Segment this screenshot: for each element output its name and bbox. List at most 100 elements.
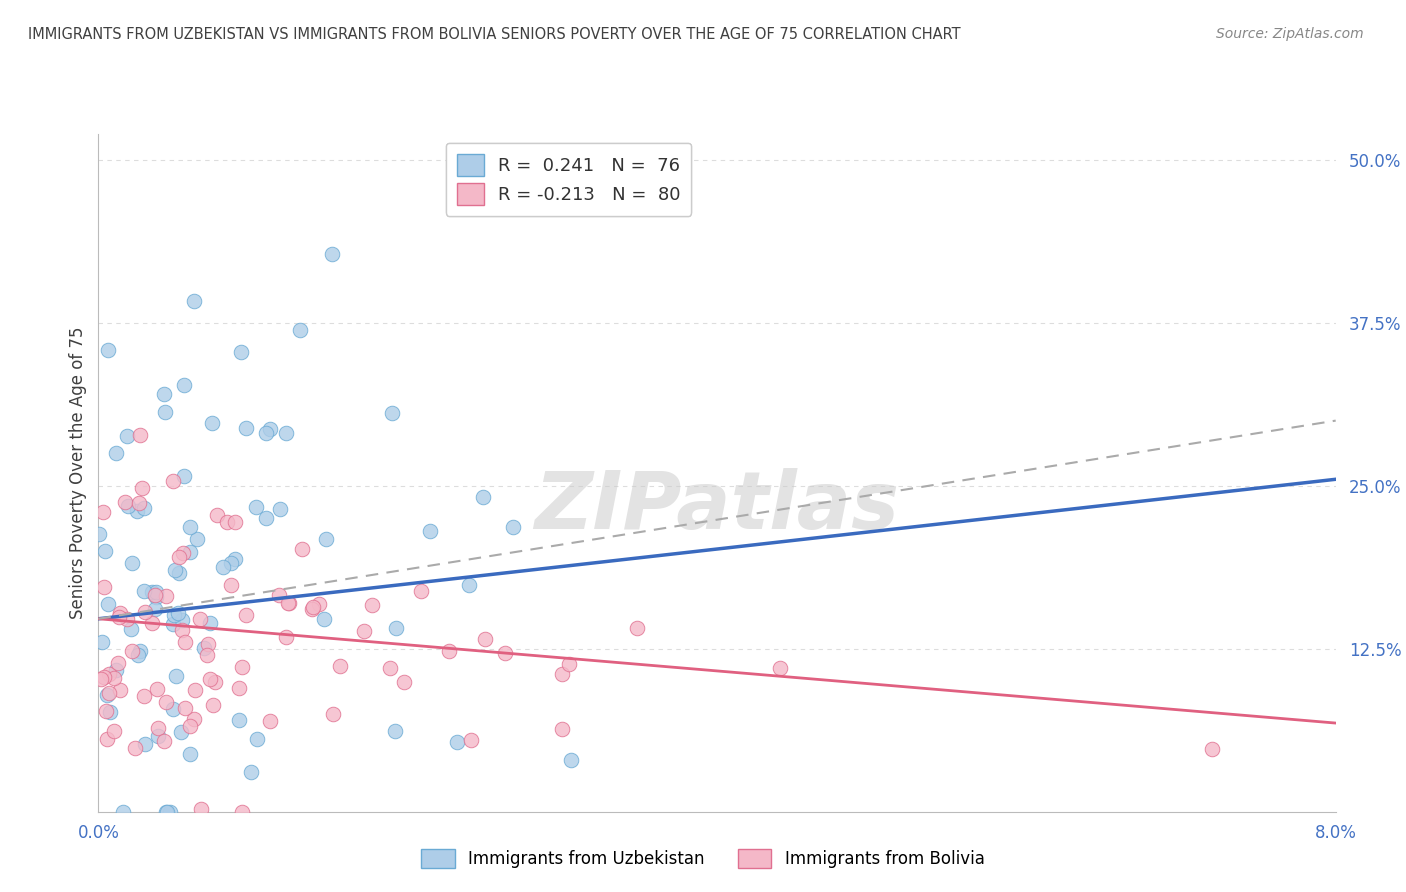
Point	[100, 705, 122, 719]
Point	[204, 674, 226, 689]
Point	[301, 599, 323, 614]
Point	[96, 688, 118, 702]
Point	[170, 613, 193, 627]
Point	[419, 524, 441, 539]
Point	[288, 323, 311, 337]
Point	[626, 621, 648, 635]
Point	[172, 546, 194, 560]
Point	[93, 580, 115, 594]
Point	[156, 805, 179, 819]
Point	[278, 596, 301, 610]
Point	[197, 637, 219, 651]
Point	[322, 706, 344, 721]
Point	[215, 515, 238, 529]
Point	[134, 689, 156, 703]
Point	[259, 421, 281, 435]
Point	[560, 753, 582, 767]
Point	[170, 725, 193, 739]
Point	[115, 612, 138, 626]
Point	[502, 520, 524, 534]
Point	[212, 559, 235, 574]
Point	[384, 724, 406, 739]
Point	[93, 670, 115, 684]
Point	[228, 713, 250, 727]
Point	[207, 508, 229, 523]
Point	[129, 644, 152, 658]
Point	[165, 563, 187, 577]
Point	[145, 585, 167, 599]
Point	[107, 656, 129, 670]
Point	[392, 675, 415, 690]
Point	[134, 606, 156, 620]
Point	[167, 566, 190, 580]
Point	[121, 644, 143, 658]
Point	[94, 544, 117, 558]
Point	[121, 556, 143, 570]
Point	[105, 664, 128, 678]
Point	[329, 658, 352, 673]
Point	[98, 686, 121, 700]
Point	[551, 722, 574, 736]
Point	[245, 500, 267, 514]
Point	[472, 490, 495, 504]
Point	[179, 520, 201, 534]
Point	[146, 729, 169, 743]
Point	[145, 591, 167, 605]
Point	[201, 698, 224, 712]
Point	[446, 735, 468, 749]
Point	[173, 378, 195, 392]
Point	[224, 552, 246, 566]
Point	[409, 584, 432, 599]
Point	[94, 704, 117, 718]
Point	[269, 588, 291, 602]
Point	[162, 617, 184, 632]
Point	[460, 733, 482, 747]
Point	[219, 556, 242, 570]
Point	[128, 496, 150, 510]
Point	[219, 578, 242, 592]
Point	[474, 632, 496, 646]
Point	[190, 802, 212, 816]
Point	[166, 606, 188, 620]
Point	[120, 622, 142, 636]
Point	[134, 737, 156, 751]
Point	[231, 660, 253, 674]
Point	[378, 661, 401, 675]
Point	[198, 672, 221, 686]
Point	[108, 610, 131, 624]
Point	[91, 505, 114, 519]
Point	[179, 747, 201, 761]
Text: Source: ZipAtlas.com: Source: ZipAtlas.com	[1216, 27, 1364, 41]
Point	[184, 683, 207, 698]
Point	[143, 602, 166, 616]
Point	[385, 621, 408, 635]
Point	[90, 672, 112, 686]
Point	[115, 429, 138, 443]
Point	[155, 695, 177, 709]
Point	[308, 597, 330, 611]
Point	[110, 682, 132, 697]
Point	[274, 426, 297, 441]
Point	[108, 607, 131, 621]
Point	[437, 644, 460, 658]
Point	[96, 732, 118, 747]
Point	[301, 602, 323, 616]
Point	[240, 764, 263, 779]
Point	[117, 499, 139, 513]
Point	[132, 584, 155, 599]
Point	[134, 501, 156, 516]
Point	[155, 805, 177, 819]
Point	[174, 635, 197, 649]
Point	[195, 648, 218, 662]
Point	[103, 724, 125, 739]
Point	[173, 700, 195, 714]
Point	[145, 681, 167, 696]
Point	[228, 681, 250, 695]
Point	[114, 495, 136, 509]
Point	[277, 596, 299, 610]
Point	[112, 805, 135, 819]
Point	[315, 532, 337, 546]
Point	[179, 719, 201, 733]
Point	[269, 502, 291, 516]
Point	[155, 589, 177, 603]
